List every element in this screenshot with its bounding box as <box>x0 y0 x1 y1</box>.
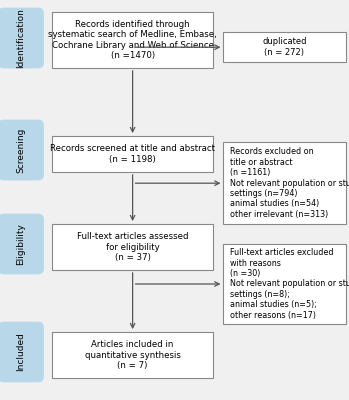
FancyBboxPatch shape <box>0 8 44 68</box>
FancyBboxPatch shape <box>52 12 213 68</box>
Text: Full-text articles excluded
with reasons
(n =30)
Not relevant population or stud: Full-text articles excluded with reasons… <box>230 248 349 320</box>
Text: duplicated
(n = 272): duplicated (n = 272) <box>262 37 307 57</box>
Text: Records identified through
systematic search of Medline, Embase,
Cochrane Librar: Records identified through systematic se… <box>48 20 217 60</box>
FancyBboxPatch shape <box>223 244 346 324</box>
Text: Full-text articles assessed
for eligibility
(n = 37): Full-text articles assessed for eligibil… <box>77 232 188 262</box>
FancyBboxPatch shape <box>52 332 213 378</box>
Text: Eligibility: Eligibility <box>16 223 25 265</box>
Text: Screening: Screening <box>16 127 25 173</box>
Text: Records excluded on
title or abstract
(n =1161)
Not relevant population or study: Records excluded on title or abstract (n… <box>230 147 349 219</box>
Text: Identification: Identification <box>16 8 25 68</box>
Text: Records screened at title and abstract
(n = 1198): Records screened at title and abstract (… <box>50 144 215 164</box>
FancyBboxPatch shape <box>223 32 346 62</box>
FancyBboxPatch shape <box>0 120 44 180</box>
FancyBboxPatch shape <box>223 142 346 224</box>
FancyBboxPatch shape <box>0 214 44 274</box>
Text: Articles included in
quantitative synthesis
(n = 7): Articles included in quantitative synthe… <box>85 340 180 370</box>
FancyBboxPatch shape <box>52 224 213 270</box>
FancyBboxPatch shape <box>52 136 213 172</box>
FancyBboxPatch shape <box>0 322 44 382</box>
Text: Included: Included <box>16 332 25 372</box>
